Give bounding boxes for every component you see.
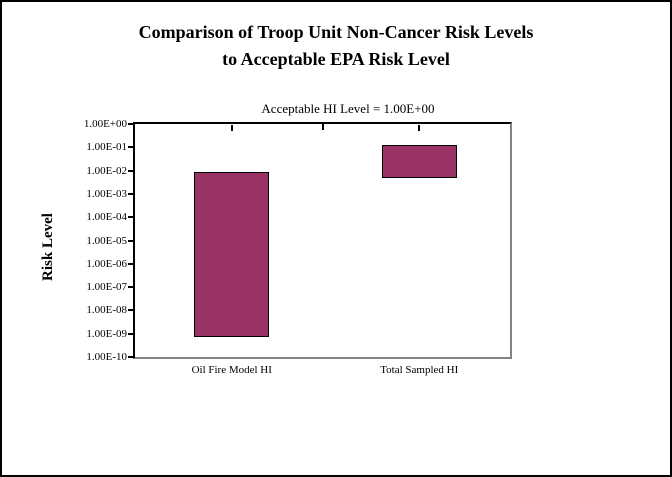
y-tick-label: 1.00E-02: [86, 164, 127, 177]
y-tick-mark: [128, 239, 135, 242]
chart-title-line1: Comparison of Troop Unit Non-Cancer Risk…: [138, 22, 534, 42]
category-boundary-tick: [321, 122, 324, 130]
y-tick-mark: [128, 216, 135, 219]
y-tick-mark: [128, 286, 135, 289]
category-label-total-sampled-hi: Total Sampled HI: [380, 364, 459, 376]
y-tick-mark: [128, 262, 135, 265]
y-tick-mark: [128, 309, 135, 312]
category-center-tick: [230, 125, 233, 131]
category-label-oil-fire-model-hi: Oil Fire Model HI: [191, 364, 272, 376]
y-tick-mark: [128, 169, 135, 172]
chart-title: Comparison of Troop Unit Non-Cancer Risk…: [2, 19, 670, 73]
y-tick-label: 1.00E-04: [86, 211, 127, 224]
y-tick-label: 1.00E-06: [86, 257, 127, 270]
y-tick-label: 1.00E-01: [86, 141, 127, 154]
y-tick-mark: [128, 146, 135, 149]
category-center-tick: [418, 125, 421, 131]
bar-total-sampled-hi: [381, 145, 457, 178]
y-tick-label: 1.00E-07: [86, 281, 127, 294]
y-tick-label: 1.00E-10: [86, 351, 127, 363]
y-tick-mark: [128, 332, 135, 335]
y-tick-label: 1.00E-08: [86, 304, 127, 317]
chart-title-line2: to Acceptable EPA Risk Level: [222, 49, 450, 69]
bar-oil-fire-model-hi: [194, 171, 270, 338]
y-tick-label: 1.00E+00: [83, 118, 127, 130]
y-tick-label: 1.00E-09: [86, 327, 127, 340]
y-tick-mark: [128, 123, 135, 125]
acceptable-level-annotation: Acceptable HI Level = 1.00E+00: [261, 101, 435, 116]
y-tick-mark: [128, 192, 135, 195]
y-tick-label: 1.00E-03: [86, 187, 127, 200]
y-tick-mark: [128, 356, 135, 358]
y-tick-label: 1.00E-05: [86, 234, 127, 247]
